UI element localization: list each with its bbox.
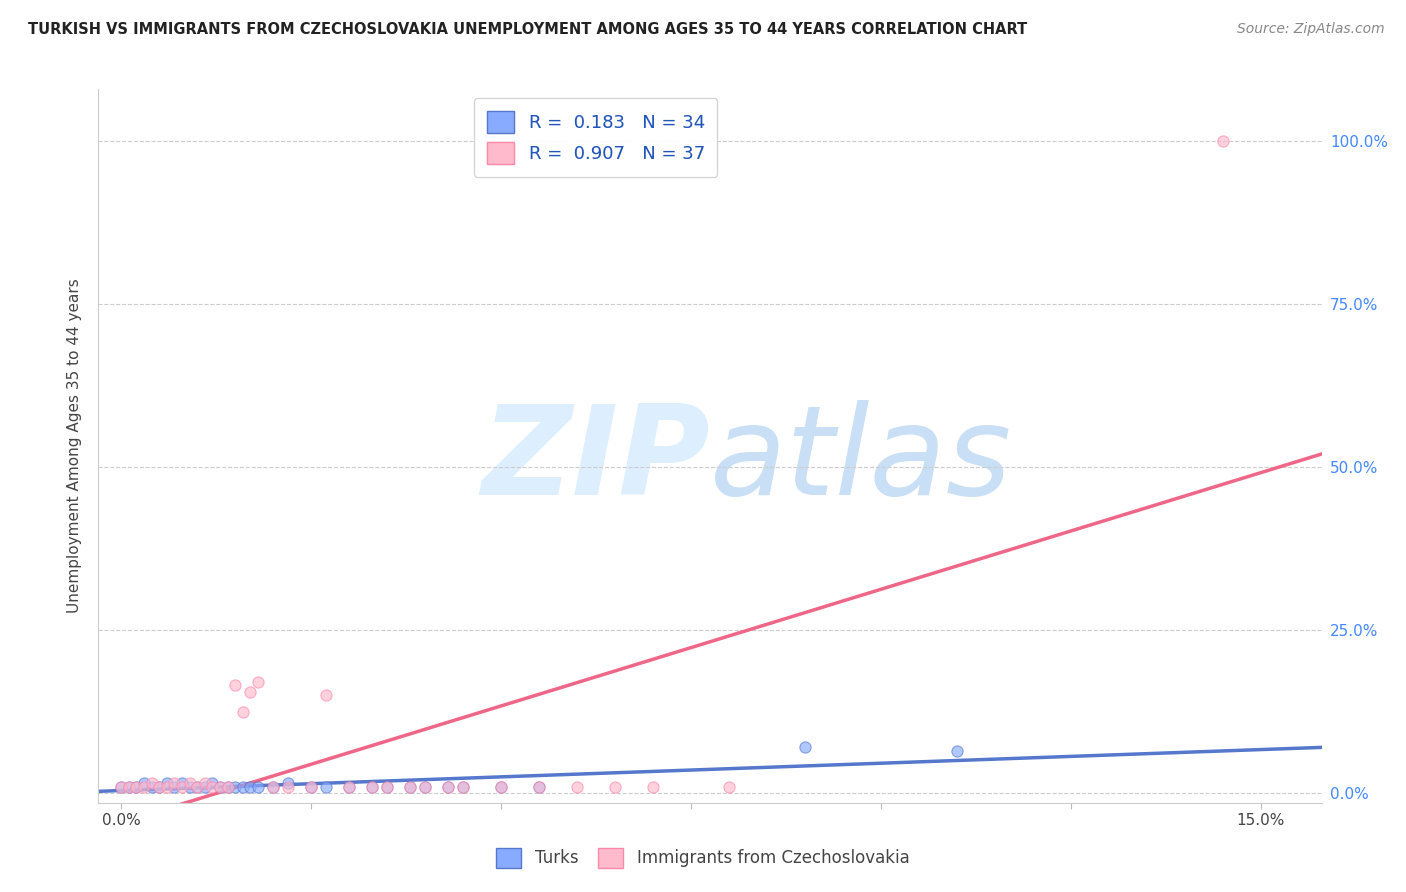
Point [208, 780, 231, 794]
Text: TURKISH VS IMMIGRANTS FROM CZECHOSLOVAKIA UNEMPLOYMENT AMONG AGES 35 TO 44 YEARS: TURKISH VS IMMIGRANTS FROM CZECHOSLOVAKI… [28, 22, 1028, 37]
Point [156, 776, 179, 790]
Point [246, 675, 269, 690]
Point [437, 780, 460, 794]
Y-axis label: Unemployment Among Ages 35 to 44 years: Unemployment Among Ages 35 to 44 years [67, 278, 83, 614]
Point [194, 780, 217, 794]
Point [163, 776, 186, 790]
Point [451, 780, 474, 794]
Point [337, 780, 360, 794]
Point [208, 780, 231, 794]
Point [375, 780, 398, 794]
Point [361, 780, 384, 794]
Point [125, 780, 148, 794]
Point [110, 780, 132, 794]
Point [125, 780, 148, 794]
Point [315, 688, 337, 702]
Point [299, 780, 322, 794]
Point [946, 744, 969, 758]
Legend: R =  0.183   N = 34, R =  0.907   N = 37: R = 0.183 N = 34, R = 0.907 N = 37 [474, 98, 717, 177]
Point [246, 780, 269, 794]
Point [194, 776, 217, 790]
Point [451, 780, 474, 794]
Point [239, 685, 262, 699]
Point [399, 780, 422, 794]
Point [1212, 134, 1234, 148]
Point [141, 780, 163, 794]
Point [277, 780, 299, 794]
Point [232, 780, 254, 794]
Point [148, 780, 170, 794]
Point [399, 780, 422, 794]
Point [132, 776, 155, 790]
Point [315, 780, 337, 794]
Point [217, 780, 239, 794]
Point [718, 780, 741, 794]
Point [413, 780, 436, 794]
Point [170, 776, 193, 790]
Legend: Turks, Immigrants from Czechoslovakia: Turks, Immigrants from Czechoslovakia [489, 841, 917, 875]
Text: ZIP: ZIP [481, 400, 710, 521]
Point [437, 780, 460, 794]
Point [148, 780, 170, 794]
Point [118, 780, 141, 794]
Point [179, 776, 201, 790]
Point [201, 780, 224, 794]
Point [489, 780, 512, 794]
Point [170, 780, 193, 794]
Point [603, 780, 626, 794]
Point [224, 780, 246, 794]
Point [361, 780, 384, 794]
Point [489, 780, 512, 794]
Point [375, 780, 398, 794]
Point [527, 780, 550, 794]
Point [794, 740, 817, 755]
Point [141, 776, 163, 790]
Text: atlas: atlas [710, 400, 1012, 521]
Point [299, 780, 322, 794]
Point [262, 780, 284, 794]
Point [565, 780, 588, 794]
Point [118, 780, 141, 794]
Point [232, 705, 254, 719]
Point [413, 780, 436, 794]
Point [224, 678, 246, 692]
Point [217, 780, 239, 794]
Point [201, 776, 224, 790]
Point [337, 780, 360, 794]
Text: Source: ZipAtlas.com: Source: ZipAtlas.com [1237, 22, 1385, 37]
Point [186, 780, 208, 794]
Point [277, 776, 299, 790]
Point [239, 780, 262, 794]
Point [262, 780, 284, 794]
Point [527, 780, 550, 794]
Point [179, 780, 201, 794]
Point [641, 780, 664, 794]
Point [132, 780, 155, 794]
Point [163, 780, 186, 794]
Point [110, 780, 132, 794]
Point [156, 780, 179, 794]
Point [186, 780, 208, 794]
